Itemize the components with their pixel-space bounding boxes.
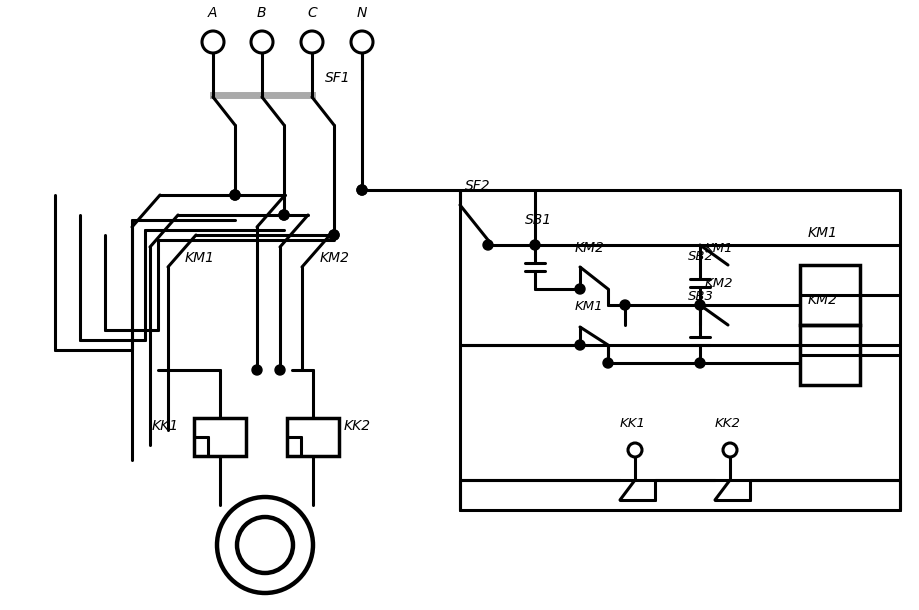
Text: N: N [357, 6, 367, 20]
Circle shape [357, 185, 367, 195]
Text: KM2: KM2 [807, 293, 837, 307]
Circle shape [230, 190, 240, 200]
Text: C: C [307, 6, 316, 20]
Text: KM1: KM1 [185, 251, 215, 265]
Bar [800, 325, 859, 385]
Circle shape [230, 190, 240, 200]
Text: KM1: KM1 [574, 300, 603, 313]
Circle shape [574, 284, 584, 294]
Text: B: B [256, 6, 267, 20]
Text: SF2: SF2 [464, 179, 490, 193]
Circle shape [278, 210, 289, 220]
Text: KM1: KM1 [807, 226, 837, 240]
Circle shape [574, 340, 584, 350]
Circle shape [694, 300, 704, 310]
Text: KK2: KK2 [714, 417, 740, 430]
Circle shape [252, 365, 262, 375]
Circle shape [482, 240, 493, 250]
Text: KM2: KM2 [320, 251, 349, 265]
Circle shape [278, 210, 289, 220]
Circle shape [694, 358, 704, 368]
Circle shape [602, 358, 612, 368]
Circle shape [329, 230, 338, 240]
Text: KM2: KM2 [574, 241, 605, 255]
Circle shape [529, 240, 539, 250]
Text: KM1: KM1 [704, 242, 732, 255]
Text: KK2: KK2 [344, 419, 370, 433]
Bar [194, 418, 245, 456]
Circle shape [329, 230, 338, 240]
Text: SF1: SF1 [324, 71, 350, 85]
Circle shape [275, 365, 285, 375]
Text: KM2: KM2 [704, 277, 732, 290]
Text: A: A [208, 6, 217, 20]
Text: SB1: SB1 [525, 213, 551, 227]
Text: SB2: SB2 [687, 250, 713, 263]
Text: KK1: KK1 [619, 417, 645, 430]
Text: SB3: SB3 [687, 290, 713, 303]
Circle shape [357, 185, 367, 195]
Text: KK1: KK1 [152, 419, 179, 433]
Bar [287, 418, 338, 456]
Bar [800, 265, 859, 325]
Circle shape [619, 300, 630, 310]
